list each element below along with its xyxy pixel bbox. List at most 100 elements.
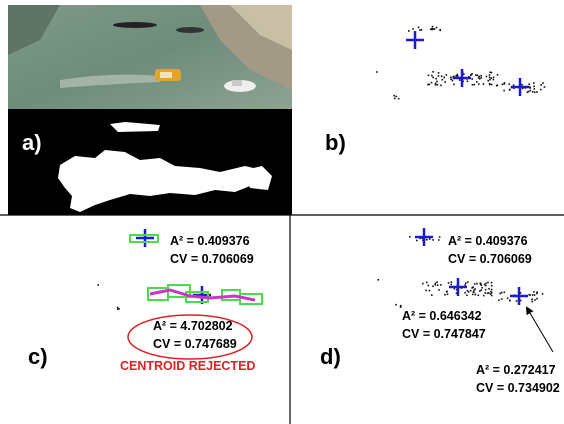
- point: [428, 75, 430, 77]
- video-frame: [8, 5, 292, 109]
- a2-stat: A² = 0.646342: [402, 309, 482, 323]
- point: [432, 286, 434, 288]
- point: [501, 292, 503, 294]
- point: [509, 300, 511, 302]
- point: [467, 81, 469, 83]
- point: [474, 84, 476, 86]
- point: [483, 295, 485, 297]
- centroid-cross: [510, 287, 528, 305]
- figure: a) b) c) d) A² = 0.409376 CV = 0.706069 …: [0, 0, 564, 424]
- point: [489, 83, 491, 85]
- point: [431, 82, 433, 84]
- point: [480, 75, 482, 77]
- centroid-cross: [453, 69, 471, 87]
- point: [438, 72, 440, 74]
- point: [478, 295, 480, 297]
- point: [473, 291, 475, 293]
- point: [542, 293, 544, 295]
- point: [533, 291, 535, 293]
- pointer-arrow: [527, 308, 553, 352]
- point: [509, 89, 511, 91]
- centroid-cross: [511, 78, 529, 96]
- point: [470, 74, 472, 76]
- cv-stat: CV = 0.747847: [402, 327, 486, 341]
- point: [487, 293, 489, 295]
- point: [480, 283, 482, 285]
- point: [442, 79, 444, 81]
- point: [476, 283, 478, 285]
- point: [466, 295, 468, 297]
- point: [485, 283, 487, 285]
- point: [435, 78, 437, 80]
- point: [426, 239, 428, 241]
- point: [472, 294, 474, 296]
- point: [443, 77, 445, 79]
- point: [483, 83, 485, 85]
- point: [491, 84, 493, 86]
- point: [474, 283, 476, 285]
- point: [416, 240, 418, 242]
- centroid-cross: [136, 229, 154, 247]
- point: [418, 27, 420, 29]
- point: [504, 292, 506, 294]
- foreground-mask: [8, 109, 292, 215]
- point: [438, 75, 440, 77]
- point: [408, 30, 410, 32]
- point: [478, 77, 480, 79]
- point: [446, 74, 448, 76]
- point: [490, 291, 492, 293]
- point: [464, 284, 466, 286]
- point: [432, 26, 434, 28]
- point: [544, 86, 546, 88]
- point: [504, 82, 506, 84]
- point: [395, 96, 397, 98]
- point: [532, 294, 534, 296]
- point: [465, 282, 467, 284]
- point: [533, 86, 535, 88]
- point: [118, 308, 120, 310]
- point: [540, 84, 542, 86]
- point: [467, 290, 469, 292]
- point: [437, 84, 439, 86]
- point: [432, 77, 434, 79]
- cv-stat: CV = 0.734902: [476, 381, 560, 395]
- point: [425, 290, 427, 292]
- point: [455, 75, 457, 77]
- point: [429, 84, 431, 86]
- point: [117, 307, 119, 309]
- point: [481, 77, 483, 79]
- point: [447, 293, 449, 295]
- point: [496, 85, 498, 87]
- point: [428, 285, 430, 287]
- cv-stat: CV = 0.706069: [448, 252, 532, 266]
- point: [536, 91, 538, 93]
- point: [444, 294, 446, 296]
- point: [450, 77, 452, 79]
- point: [394, 98, 396, 100]
- point: [429, 238, 431, 240]
- point: [453, 84, 455, 86]
- point: [421, 29, 423, 31]
- point: [412, 28, 414, 30]
- point: [457, 75, 459, 77]
- cv-stat: CV = 0.747689: [153, 337, 237, 351]
- point: [528, 83, 530, 85]
- point: [430, 28, 432, 30]
- point: [493, 79, 495, 81]
- point: [435, 283, 437, 285]
- point: [377, 279, 379, 281]
- centroid-cross: [406, 31, 424, 49]
- point: [440, 284, 442, 286]
- point: [491, 77, 493, 79]
- a2-stat: A² = 0.409376: [170, 234, 250, 248]
- point: [467, 281, 469, 283]
- panel-label: a): [22, 130, 42, 155]
- point: [481, 289, 483, 291]
- point: [484, 284, 486, 286]
- point: [491, 295, 493, 297]
- point: [491, 289, 493, 291]
- point: [435, 284, 437, 286]
- point: [441, 75, 443, 77]
- point: [474, 294, 476, 296]
- point: [481, 287, 483, 289]
